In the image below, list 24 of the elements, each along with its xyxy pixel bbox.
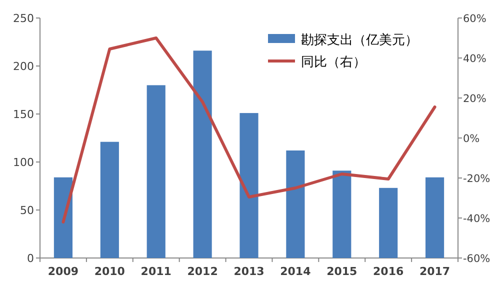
ytick: 0 <box>27 252 34 265</box>
xtick: 2016 <box>373 265 404 278</box>
xtick: 2010 <box>94 265 125 278</box>
xtick: 2015 <box>326 265 358 278</box>
legend: 同比（右） <box>301 55 366 70</box>
xtick: 2013 <box>234 265 264 278</box>
xtick: 2014 <box>280 265 311 278</box>
ytick: 200 <box>13 60 34 73</box>
y2tick: 20% <box>463 93 486 105</box>
ytick: 150 <box>13 108 34 121</box>
y2tick: -60% <box>463 253 490 265</box>
xtick: 2009 <box>48 265 79 278</box>
xtick: 2011 <box>140 265 172 278</box>
xtick: 2012 <box>187 265 218 278</box>
y2tick: -20% <box>463 173 490 185</box>
y2tick: 60% <box>463 13 486 25</box>
xtick: 2017 <box>419 265 450 278</box>
ytick: 50 <box>20 204 34 217</box>
y2tick: 40% <box>463 53 486 65</box>
ytick: 250 <box>13 12 34 25</box>
y2tick: 0% <box>463 133 480 145</box>
y2tick: -40% <box>463 213 490 225</box>
legend: 勘探支出（亿美元） <box>301 33 418 48</box>
ytick: 100 <box>13 156 34 169</box>
